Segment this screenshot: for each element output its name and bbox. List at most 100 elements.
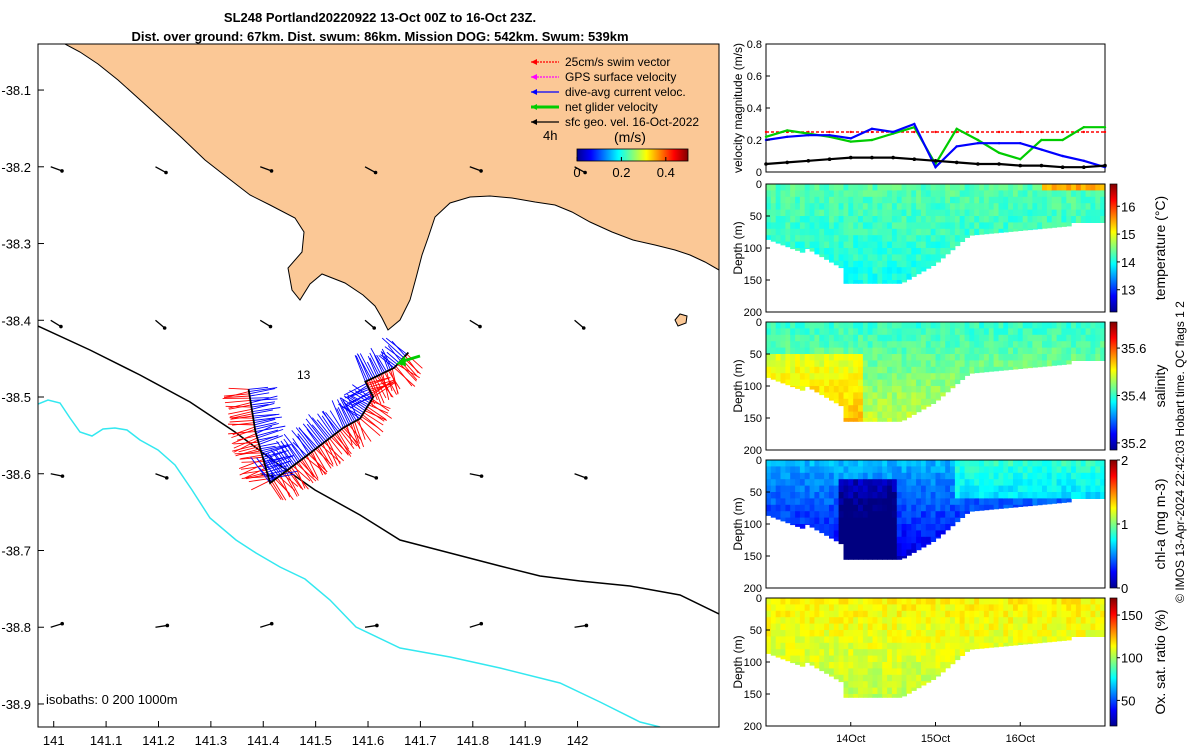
section-cell bbox=[979, 216, 985, 223]
section-cell bbox=[945, 524, 951, 531]
section-cell bbox=[1042, 498, 1048, 505]
section-cell bbox=[925, 322, 932, 329]
velocity-point bbox=[764, 135, 768, 138]
section-cell bbox=[862, 649, 869, 657]
section-cell bbox=[843, 524, 849, 531]
section-cell bbox=[887, 662, 893, 669]
section-cell bbox=[848, 196, 854, 204]
time-tick-label: 14Oct bbox=[836, 733, 865, 745]
scale-label: 4h bbox=[543, 128, 557, 143]
section-cell bbox=[814, 379, 820, 387]
section-cell bbox=[814, 241, 820, 249]
section-cell bbox=[1022, 623, 1029, 631]
section-cell bbox=[1013, 623, 1019, 631]
section-cell bbox=[1003, 328, 1009, 336]
section-cell bbox=[848, 687, 854, 695]
section-cell bbox=[911, 222, 917, 230]
section-cell bbox=[896, 322, 903, 329]
section-cell bbox=[843, 556, 849, 560]
section-cell bbox=[1056, 190, 1062, 198]
section-cell bbox=[1080, 328, 1087, 336]
section-cell bbox=[930, 235, 937, 243]
section-cell bbox=[1027, 347, 1033, 355]
section-colorbar-label: 100 bbox=[1121, 651, 1143, 666]
section-cell bbox=[911, 687, 917, 691]
section-cell bbox=[872, 681, 878, 689]
swim-vector bbox=[344, 426, 361, 449]
title-line-2: Dist. over ground: 67km. Dist. swum: 86k… bbox=[131, 29, 629, 44]
section-cell bbox=[795, 216, 801, 223]
section-cell bbox=[925, 536, 932, 544]
section-cell bbox=[935, 190, 941, 198]
section-cell bbox=[867, 694, 874, 698]
section-y-tick-label: 150 bbox=[744, 689, 762, 701]
section-cell bbox=[853, 373, 859, 381]
section-cell bbox=[916, 668, 922, 676]
section-cell bbox=[1013, 466, 1019, 474]
section-cell bbox=[1022, 190, 1029, 198]
section-cell bbox=[819, 373, 825, 381]
current-vector bbox=[254, 422, 279, 430]
section-cell bbox=[824, 517, 830, 525]
section-cell bbox=[911, 466, 917, 474]
section-y-tick-label: 0 bbox=[756, 593, 762, 605]
section-cell bbox=[1008, 485, 1014, 493]
section-cell bbox=[891, 190, 898, 198]
section-cell bbox=[906, 216, 912, 223]
section-cell bbox=[770, 366, 777, 374]
section-cell bbox=[1085, 184, 1091, 191]
section-cell bbox=[877, 530, 883, 538]
section-cell bbox=[1066, 630, 1072, 637]
section-cell bbox=[969, 209, 975, 217]
section-cell bbox=[891, 209, 898, 217]
section-cell bbox=[906, 630, 912, 637]
section-cell bbox=[950, 642, 956, 650]
swim-vector bbox=[244, 467, 266, 479]
section-cell bbox=[1090, 617, 1096, 625]
geo-arrowhead bbox=[479, 474, 484, 478]
swim-vector bbox=[357, 419, 366, 440]
section-cell bbox=[809, 366, 815, 374]
section-cell bbox=[775, 598, 782, 605]
section-cell bbox=[799, 636, 806, 644]
section-cell bbox=[833, 196, 840, 204]
section-cell bbox=[925, 479, 932, 487]
section-cell bbox=[814, 617, 820, 625]
section-cell bbox=[911, 498, 917, 506]
section-cell bbox=[896, 347, 903, 355]
section-cell bbox=[988, 228, 995, 234]
section-cell bbox=[867, 655, 874, 663]
section-cell bbox=[790, 460, 796, 467]
section-cell bbox=[983, 492, 990, 499]
section-cell bbox=[862, 604, 869, 612]
section-cell bbox=[1056, 466, 1062, 474]
section-cell bbox=[858, 203, 864, 211]
swim-vector bbox=[367, 406, 387, 420]
section-cell bbox=[848, 674, 854, 682]
section-cell bbox=[906, 649, 912, 657]
section-cell bbox=[770, 492, 777, 499]
section-cell bbox=[824, 235, 830, 243]
section-cell bbox=[858, 216, 864, 223]
section-cell bbox=[964, 354, 970, 361]
section-cell bbox=[1037, 216, 1043, 223]
section-cell bbox=[959, 190, 966, 198]
section-cell bbox=[887, 418, 893, 422]
section-cell bbox=[1071, 322, 1077, 329]
section-cell bbox=[993, 322, 999, 329]
section-cell bbox=[896, 360, 903, 368]
section-cell bbox=[1066, 598, 1072, 605]
section-cell bbox=[848, 556, 854, 560]
section-cell bbox=[858, 222, 864, 230]
section-cell bbox=[814, 524, 820, 531]
section-cell bbox=[824, 203, 830, 211]
section-cell bbox=[950, 623, 956, 631]
section-cell bbox=[887, 492, 893, 499]
section-cell bbox=[906, 411, 912, 418]
section-cell bbox=[887, 254, 893, 262]
legend-arrowhead bbox=[531, 104, 537, 110]
section-cell bbox=[814, 466, 820, 474]
section-cell bbox=[824, 610, 830, 618]
section-cell bbox=[862, 674, 869, 682]
section-cell bbox=[804, 373, 811, 381]
